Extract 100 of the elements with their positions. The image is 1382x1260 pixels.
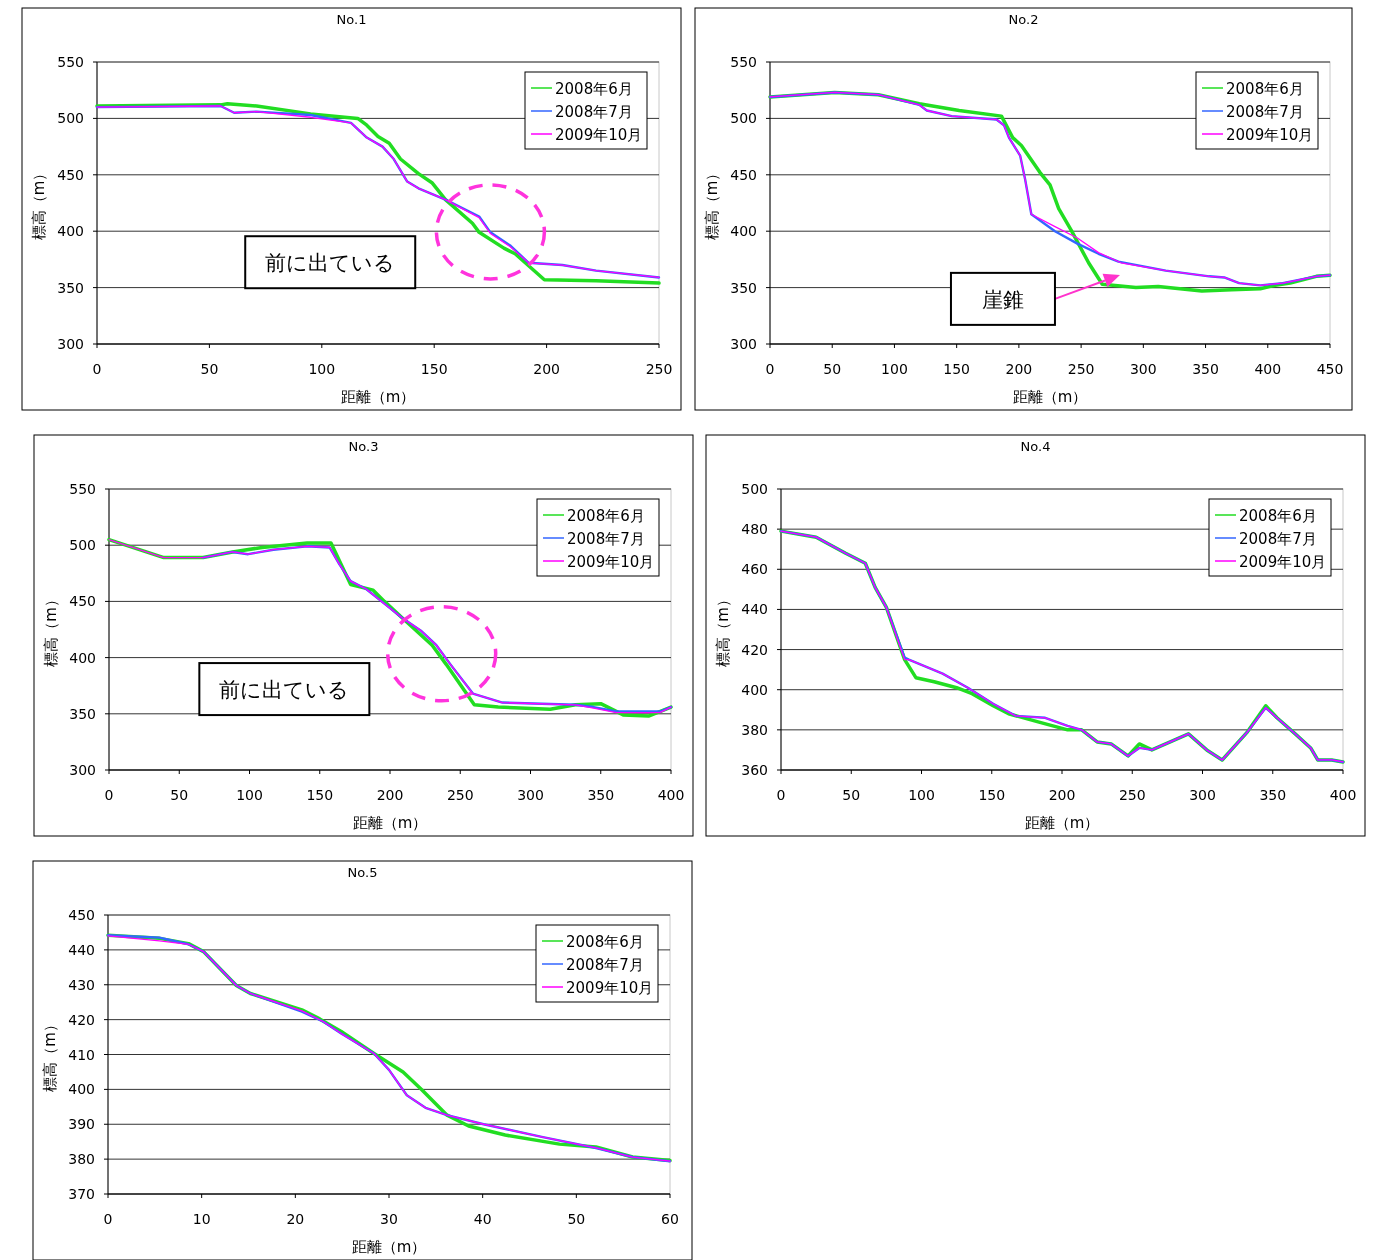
y-tick-label: 420 <box>741 641 768 658</box>
x-tick-label: 250 <box>1118 787 1146 803</box>
x-tick-label: 0 <box>776 787 786 803</box>
y-tick-label: 440 <box>741 601 768 618</box>
x-tick-label: 250 <box>645 361 673 377</box>
x-tick-label: 50 <box>200 361 219 377</box>
y-tick-label: 380 <box>68 1151 95 1168</box>
y-tick-label: 300 <box>730 336 757 352</box>
legend-label: 2008年7月 <box>567 530 645 548</box>
y-tick-label: 550 <box>57 54 84 70</box>
y-tick-label: 440 <box>68 941 95 958</box>
x-tick-label: 100 <box>236 787 263 803</box>
x-tick-label: 200 <box>1048 787 1076 803</box>
x-tick-label: 200 <box>533 361 560 377</box>
legend-label: 2009年10月 <box>567 553 655 571</box>
y-tick-label: 500 <box>741 481 768 497</box>
y-axis-title: 標高（m） <box>42 592 60 667</box>
x-tick-label: 30 <box>380 1211 398 1227</box>
y-tick-label: 390 <box>68 1116 95 1133</box>
x-tick-label: 40 <box>473 1211 492 1227</box>
x-tick-label: 450 <box>1316 361 1344 377</box>
legend-label: 2008年6月 <box>555 80 633 98</box>
y-tick-label: 400 <box>69 649 96 666</box>
x-tick-label: 20 <box>286 1211 305 1227</box>
legend-label: 2008年6月 <box>567 507 645 525</box>
legend-label: 2008年7月 <box>1226 103 1304 121</box>
y-tick-label: 550 <box>69 481 96 497</box>
y-tick-label: 370 <box>68 1186 95 1202</box>
x-tick-label: 150 <box>943 361 971 377</box>
x-tick-label: 50 <box>842 787 861 803</box>
x-tick-label: 350 <box>587 787 615 803</box>
y-tick-label: 420 <box>68 1011 95 1028</box>
x-axis-title: 距離（m） <box>340 388 416 406</box>
x-tick-label: 0 <box>104 787 114 803</box>
x-tick-label: 0 <box>103 1211 113 1227</box>
x-tick-label: 400 <box>1254 361 1282 377</box>
y-tick-label: 450 <box>730 166 757 183</box>
y-tick-label: 460 <box>741 561 768 578</box>
chart-title: No.5 <box>347 865 378 880</box>
legend-label: 2008年7月 <box>566 956 644 974</box>
x-axis-title: 距離（m） <box>352 814 428 832</box>
x-tick-label: 150 <box>978 787 1006 803</box>
x-tick-label: 100 <box>308 361 336 377</box>
y-tick-label: 400 <box>68 1081 95 1098</box>
annotation: 前に出ている <box>219 678 350 703</box>
x-tick-label: 400 <box>657 787 685 803</box>
y-tick-label: 360 <box>741 762 768 778</box>
chart-title: No.4 <box>1020 439 1051 454</box>
y-tick-label: 400 <box>57 223 84 240</box>
x-axis-title: 距離（m） <box>1012 388 1088 406</box>
chart-title: No.3 <box>348 439 379 454</box>
legend-label: 2009年10月 <box>566 979 654 997</box>
chart-title: No.2 <box>1008 12 1039 27</box>
x-tick-label: 350 <box>1192 361 1219 377</box>
x-tick-label: 300 <box>517 787 544 803</box>
y-tick-label: 350 <box>69 705 96 722</box>
x-tick-label: 50 <box>823 361 842 377</box>
x-tick-label: 300 <box>1189 787 1216 803</box>
legend-label: 2009年10月 <box>1239 553 1327 571</box>
x-axis-title: 距離（m） <box>351 1238 427 1256</box>
x-tick-label: 100 <box>881 361 908 377</box>
x-tick-label: 400 <box>1329 787 1357 803</box>
legend-label: 2009年10月 <box>1226 126 1314 144</box>
x-tick-label: 250 <box>446 787 474 803</box>
chart-title: No.1 <box>336 12 367 27</box>
y-axis-title: 標高（m） <box>714 592 732 667</box>
y-axis-title: 標高（m） <box>30 165 48 241</box>
y-tick-label: 480 <box>741 521 768 538</box>
legend-label: 2008年6月 <box>566 933 644 951</box>
y-tick-label: 380 <box>741 721 768 738</box>
x-tick-label: 350 <box>1259 787 1287 803</box>
legend-label: 2008年6月 <box>1239 507 1317 525</box>
y-tick-label: 500 <box>57 110 84 127</box>
y-tick-label: 500 <box>730 110 757 127</box>
x-tick-label: 50 <box>170 787 189 803</box>
y-tick-label: 350 <box>730 279 757 296</box>
y-tick-label: 300 <box>57 336 84 352</box>
y-tick-label: 430 <box>68 976 95 993</box>
x-tick-label: 150 <box>306 787 334 803</box>
annotation: 崖錐 <box>981 287 1024 312</box>
x-tick-label: 200 <box>376 787 404 803</box>
y-tick-label: 500 <box>69 537 96 554</box>
x-tick-label: 150 <box>420 361 448 377</box>
y-tick-label: 410 <box>68 1046 95 1063</box>
x-tick-label: 300 <box>1129 361 1157 377</box>
x-tick-label: 250 <box>1067 361 1095 377</box>
y-tick-label: 350 <box>57 279 84 296</box>
x-tick-label: 50 <box>567 1211 586 1227</box>
x-tick-label: 0 <box>92 361 102 377</box>
y-tick-label: 450 <box>68 907 95 923</box>
y-axis-title: 標高（m） <box>41 1017 59 1092</box>
y-tick-label: 400 <box>741 681 768 698</box>
legend-label: 2008年7月 <box>1239 530 1317 548</box>
y-tick-label: 550 <box>730 54 757 70</box>
x-tick-label: 60 <box>661 1211 679 1227</box>
x-tick-label: 10 <box>192 1211 211 1227</box>
y-tick-label: 400 <box>730 223 757 240</box>
annotation: 前に出ている <box>265 251 396 276</box>
y-axis-title: 標高（m） <box>703 165 721 241</box>
y-tick-label: 450 <box>69 593 96 610</box>
